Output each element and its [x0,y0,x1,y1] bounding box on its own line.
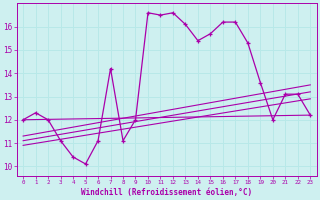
X-axis label: Windchill (Refroidissement éolien,°C): Windchill (Refroidissement éolien,°C) [81,188,252,197]
